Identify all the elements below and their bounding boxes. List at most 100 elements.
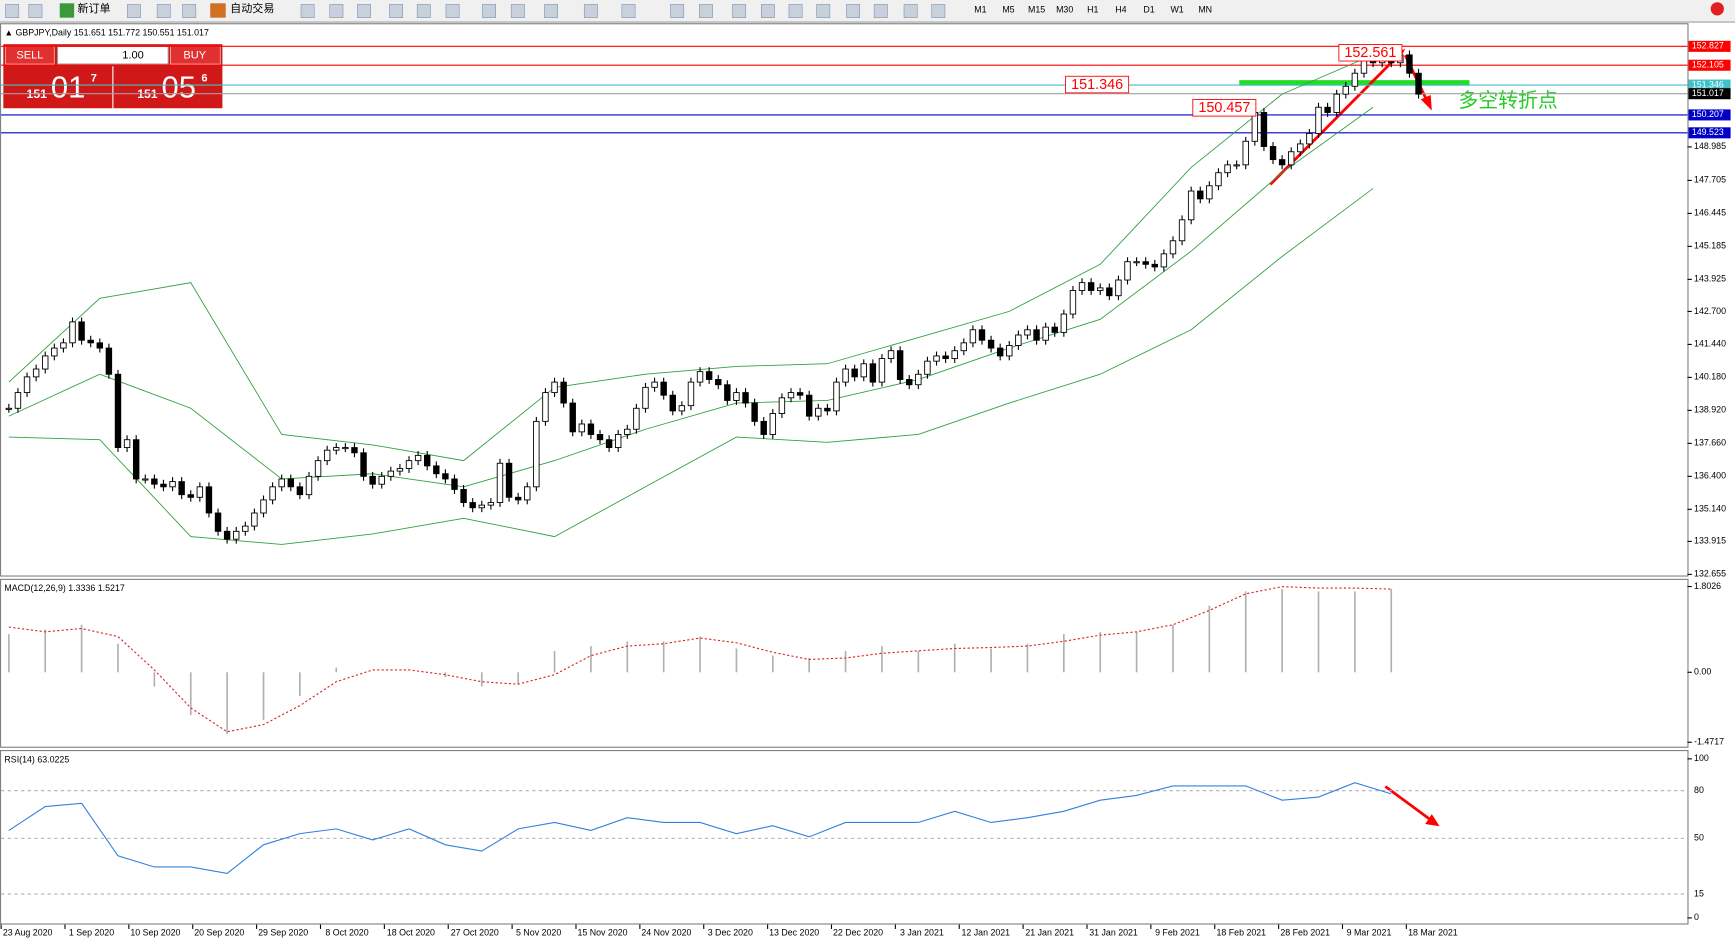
timeframe-button[interactable]: M5 xyxy=(1002,4,1014,14)
toolbar-icon[interactable] xyxy=(544,4,558,18)
x-tick-label: 21 Jan 2021 xyxy=(1025,928,1074,938)
main-panel xyxy=(0,23,1689,577)
candle xyxy=(733,392,740,401)
level-label-box xyxy=(1688,88,1731,100)
rsi-panel xyxy=(0,750,1689,925)
auto-trading-button[interactable]: 自动交易 xyxy=(230,1,274,15)
y-tick-label: 148.985 xyxy=(1694,141,1726,151)
toolbar-icon[interactable] xyxy=(28,4,43,18)
timeframe-button[interactable]: D1 xyxy=(1143,4,1154,14)
level-label-box xyxy=(1688,127,1731,139)
candle xyxy=(824,407,831,412)
candle xyxy=(687,381,695,407)
level-label-box xyxy=(1688,79,1731,91)
candle xyxy=(951,350,958,359)
toolbar-icon[interactable] xyxy=(699,4,713,18)
new-order-button[interactable]: 新订单 xyxy=(77,1,110,15)
candle xyxy=(1269,146,1277,161)
candle xyxy=(860,363,867,378)
candle xyxy=(1333,93,1340,113)
candle xyxy=(633,407,640,430)
toolbar-icon[interactable] xyxy=(329,4,344,18)
candle xyxy=(1278,159,1286,166)
timeframe-button[interactable]: MN xyxy=(1198,4,1212,14)
candle xyxy=(1033,329,1040,341)
toolbar-icon[interactable] xyxy=(156,4,171,18)
candle xyxy=(1015,334,1022,346)
candle xyxy=(933,355,940,362)
rsi-label: RSI(14) 63.0225 xyxy=(4,754,69,764)
toolbar-icon[interactable] xyxy=(873,4,888,18)
toolbar-icon[interactable] xyxy=(621,4,636,18)
candle xyxy=(660,381,667,396)
x-tick-label: 13 Dec 2020 xyxy=(769,928,819,938)
arrow-head xyxy=(1425,814,1440,827)
candle xyxy=(815,407,822,417)
toolbar xyxy=(0,0,1735,23)
toolbar-icon[interactable] xyxy=(670,4,685,18)
candle xyxy=(460,488,467,503)
toolbar-icon[interactable] xyxy=(583,4,598,18)
level-label: 151.346 xyxy=(1692,79,1724,89)
timeframe-button[interactable]: M1 xyxy=(974,4,986,14)
candle xyxy=(1087,282,1095,291)
lots-value[interactable]: 1.00 xyxy=(122,50,144,62)
buy-label[interactable]: BUY xyxy=(183,50,206,62)
alert-icon xyxy=(1710,2,1724,16)
toolbar-icon[interactable] xyxy=(482,4,496,18)
toolbar-icon[interactable] xyxy=(389,4,404,18)
candle xyxy=(1224,164,1231,174)
timeframe-button[interactable]: W1 xyxy=(1170,4,1183,14)
toolbar-icon[interactable] xyxy=(510,4,525,18)
price-annotation-box xyxy=(1192,99,1257,117)
timeframe-button[interactable]: H1 xyxy=(1087,4,1098,14)
candle xyxy=(1178,219,1186,242)
arrow-head xyxy=(1420,94,1432,111)
toolbar-icon[interactable] xyxy=(846,4,861,18)
toolbar-icon[interactable] xyxy=(903,4,918,18)
candle xyxy=(569,402,576,433)
toolbar-icon[interactable] xyxy=(416,4,431,18)
candle xyxy=(1351,72,1359,87)
sell-label[interactable]: SELL xyxy=(16,50,43,62)
timeframe-button[interactable]: M30 xyxy=(1056,4,1073,14)
toolbar-icon[interactable] xyxy=(357,4,371,18)
candle xyxy=(1251,112,1259,142)
candle xyxy=(851,368,858,378)
toolbar-icon[interactable] xyxy=(300,4,315,18)
y-tick-label: 132.655 xyxy=(1694,569,1726,579)
y-tick-label: 133.915 xyxy=(1694,536,1726,546)
candle xyxy=(1187,190,1195,221)
toolbar-icon[interactable] xyxy=(445,4,460,18)
lots-input[interactable] xyxy=(56,45,169,65)
candle xyxy=(533,420,540,488)
level-label: 150.207 xyxy=(1692,109,1724,119)
timeframe-button[interactable]: H4 xyxy=(1115,4,1126,14)
toolbar-icon[interactable] xyxy=(931,4,946,18)
price-annotation: 152.561 xyxy=(1344,45,1396,61)
timeframe-button[interactable]: M15 xyxy=(1028,4,1045,14)
x-tick-label: 18 Mar 2021 xyxy=(1408,928,1458,938)
toolbar-icon[interactable] xyxy=(126,4,141,18)
candle xyxy=(278,478,285,488)
candle xyxy=(405,460,413,469)
candle xyxy=(333,447,340,451)
bid-pips: 01 xyxy=(51,70,85,105)
candle xyxy=(223,530,231,540)
pivot-note: 多空转折点 xyxy=(1458,90,1557,112)
candle xyxy=(642,386,649,409)
candle xyxy=(1324,106,1331,113)
candle xyxy=(314,460,322,477)
toolbar-icon[interactable] xyxy=(816,4,831,18)
toolbar-icon[interactable] xyxy=(732,4,747,18)
candle xyxy=(1342,85,1349,95)
toolbar-icon[interactable] xyxy=(788,4,803,18)
toolbar-icon[interactable] xyxy=(182,4,197,18)
toolbar-icon[interactable] xyxy=(5,4,20,18)
candle xyxy=(296,486,304,496)
candle xyxy=(178,481,185,496)
x-tick-label: 23 Aug 2020 xyxy=(3,928,53,938)
candle xyxy=(496,462,504,503)
toolbar-icon[interactable] xyxy=(760,4,775,18)
candle xyxy=(524,486,531,501)
